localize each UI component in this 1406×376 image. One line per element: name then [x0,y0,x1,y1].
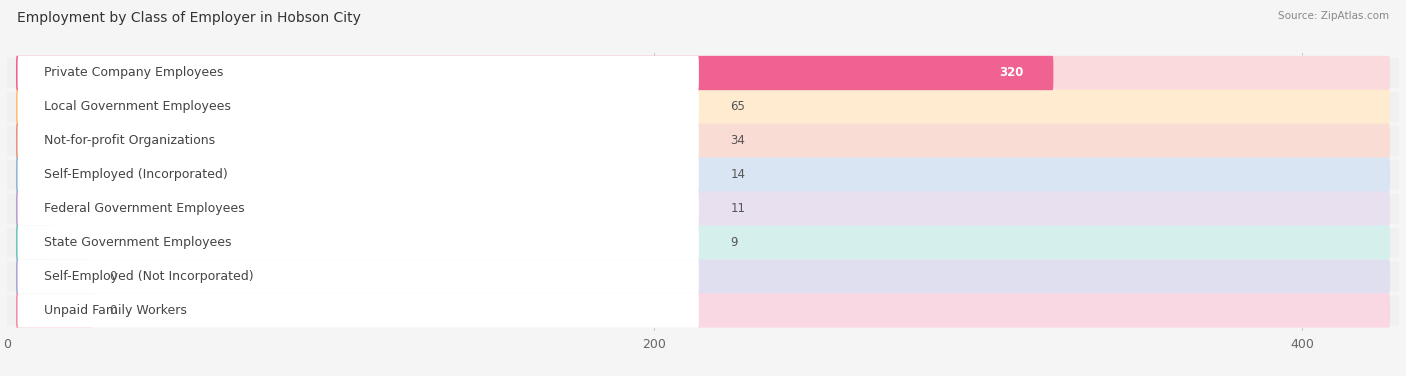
Text: 320: 320 [1000,67,1024,79]
Text: 34: 34 [731,134,745,147]
Text: State Government Employees: State Government Employees [44,236,232,249]
FancyBboxPatch shape [7,228,1399,258]
Text: Self-Employed (Incorporated): Self-Employed (Incorporated) [44,168,228,181]
FancyBboxPatch shape [18,293,699,328]
Text: Private Company Employees: Private Company Employees [44,67,224,79]
FancyBboxPatch shape [7,262,1399,291]
FancyBboxPatch shape [7,194,1399,224]
FancyBboxPatch shape [7,92,1399,122]
FancyBboxPatch shape [7,58,1399,88]
FancyBboxPatch shape [15,226,1391,260]
FancyBboxPatch shape [18,158,699,192]
FancyBboxPatch shape [15,90,1391,124]
FancyBboxPatch shape [15,158,1391,192]
FancyBboxPatch shape [15,191,53,226]
FancyBboxPatch shape [15,293,1391,328]
FancyBboxPatch shape [15,293,91,328]
Text: Not-for-profit Organizations: Not-for-profit Organizations [44,134,215,147]
FancyBboxPatch shape [15,259,91,294]
FancyBboxPatch shape [15,56,1053,90]
FancyBboxPatch shape [18,259,699,294]
FancyBboxPatch shape [15,158,1391,192]
FancyBboxPatch shape [15,226,46,260]
Text: 9: 9 [731,236,738,249]
Text: 0: 0 [110,304,117,317]
FancyBboxPatch shape [18,56,699,90]
FancyBboxPatch shape [18,226,699,260]
Text: Local Government Employees: Local Government Employees [44,100,231,114]
FancyBboxPatch shape [15,226,1391,260]
Text: Unpaid Family Workers: Unpaid Family Workers [44,304,187,317]
FancyBboxPatch shape [15,124,1391,158]
FancyBboxPatch shape [15,259,1391,294]
Text: 14: 14 [731,168,745,181]
FancyBboxPatch shape [15,124,128,158]
FancyBboxPatch shape [7,160,1399,190]
Text: 65: 65 [731,100,745,114]
Text: Self-Employed (Not Incorporated): Self-Employed (Not Incorporated) [44,270,254,283]
FancyBboxPatch shape [7,126,1399,156]
Text: 0: 0 [110,270,117,283]
FancyBboxPatch shape [15,90,1391,124]
FancyBboxPatch shape [18,191,699,226]
FancyBboxPatch shape [15,124,1391,158]
FancyBboxPatch shape [15,56,1391,90]
FancyBboxPatch shape [18,90,699,124]
FancyBboxPatch shape [15,56,1391,90]
Text: 11: 11 [731,202,745,215]
Text: Source: ZipAtlas.com: Source: ZipAtlas.com [1278,11,1389,21]
FancyBboxPatch shape [15,293,1391,328]
FancyBboxPatch shape [18,124,699,158]
FancyBboxPatch shape [15,90,228,124]
FancyBboxPatch shape [15,158,63,192]
FancyBboxPatch shape [15,259,1391,294]
FancyBboxPatch shape [15,191,1391,226]
Text: Employment by Class of Employer in Hobson City: Employment by Class of Employer in Hobso… [17,11,361,25]
Text: Federal Government Employees: Federal Government Employees [44,202,245,215]
FancyBboxPatch shape [15,191,1391,226]
FancyBboxPatch shape [7,296,1399,326]
